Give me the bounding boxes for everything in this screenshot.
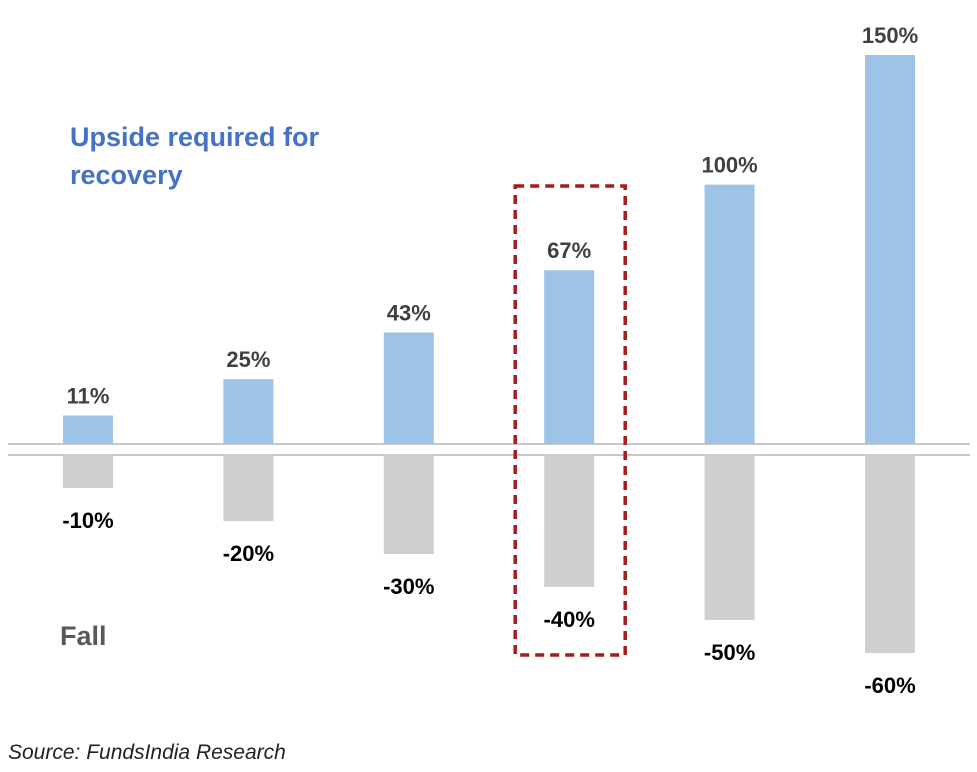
label-fall-4: -50% bbox=[704, 640, 755, 665]
label-fall-3: -40% bbox=[544, 607, 595, 632]
bar-upside-2 bbox=[383, 332, 434, 444]
bar-fall-2 bbox=[383, 455, 434, 554]
label-upside-5: 150% bbox=[862, 23, 918, 48]
bar-fall-0 bbox=[63, 455, 113, 488]
bar-upside-4 bbox=[704, 184, 755, 444]
fall-series-label: Fall bbox=[60, 621, 107, 651]
label-fall-2: -30% bbox=[383, 574, 434, 599]
bar-fall-1 bbox=[223, 455, 274, 521]
bar-upside-0 bbox=[63, 415, 113, 444]
label-upside-4: 100% bbox=[701, 153, 757, 178]
bar-fall-3 bbox=[544, 455, 595, 587]
bar-upside-3 bbox=[544, 270, 595, 444]
label-fall-5: -60% bbox=[864, 673, 915, 698]
upside-series-label: Upside required for recovery bbox=[70, 122, 320, 190]
bar-fall-4 bbox=[704, 455, 755, 620]
source-note: Source: FundsIndia Research bbox=[8, 741, 286, 764]
bar-fall-5 bbox=[865, 455, 915, 653]
label-upside-1: 25% bbox=[226, 347, 270, 372]
label-upside-2: 43% bbox=[387, 300, 431, 325]
label-upside-3: 67% bbox=[547, 238, 591, 263]
highlight-box bbox=[513, 184, 627, 657]
bar-upside-1 bbox=[223, 379, 274, 444]
label-fall-1: -20% bbox=[223, 541, 274, 566]
label-fall-0: -10% bbox=[62, 508, 113, 533]
bar-upside-5 bbox=[865, 55, 915, 444]
label-upside-0: 11% bbox=[67, 383, 110, 408]
